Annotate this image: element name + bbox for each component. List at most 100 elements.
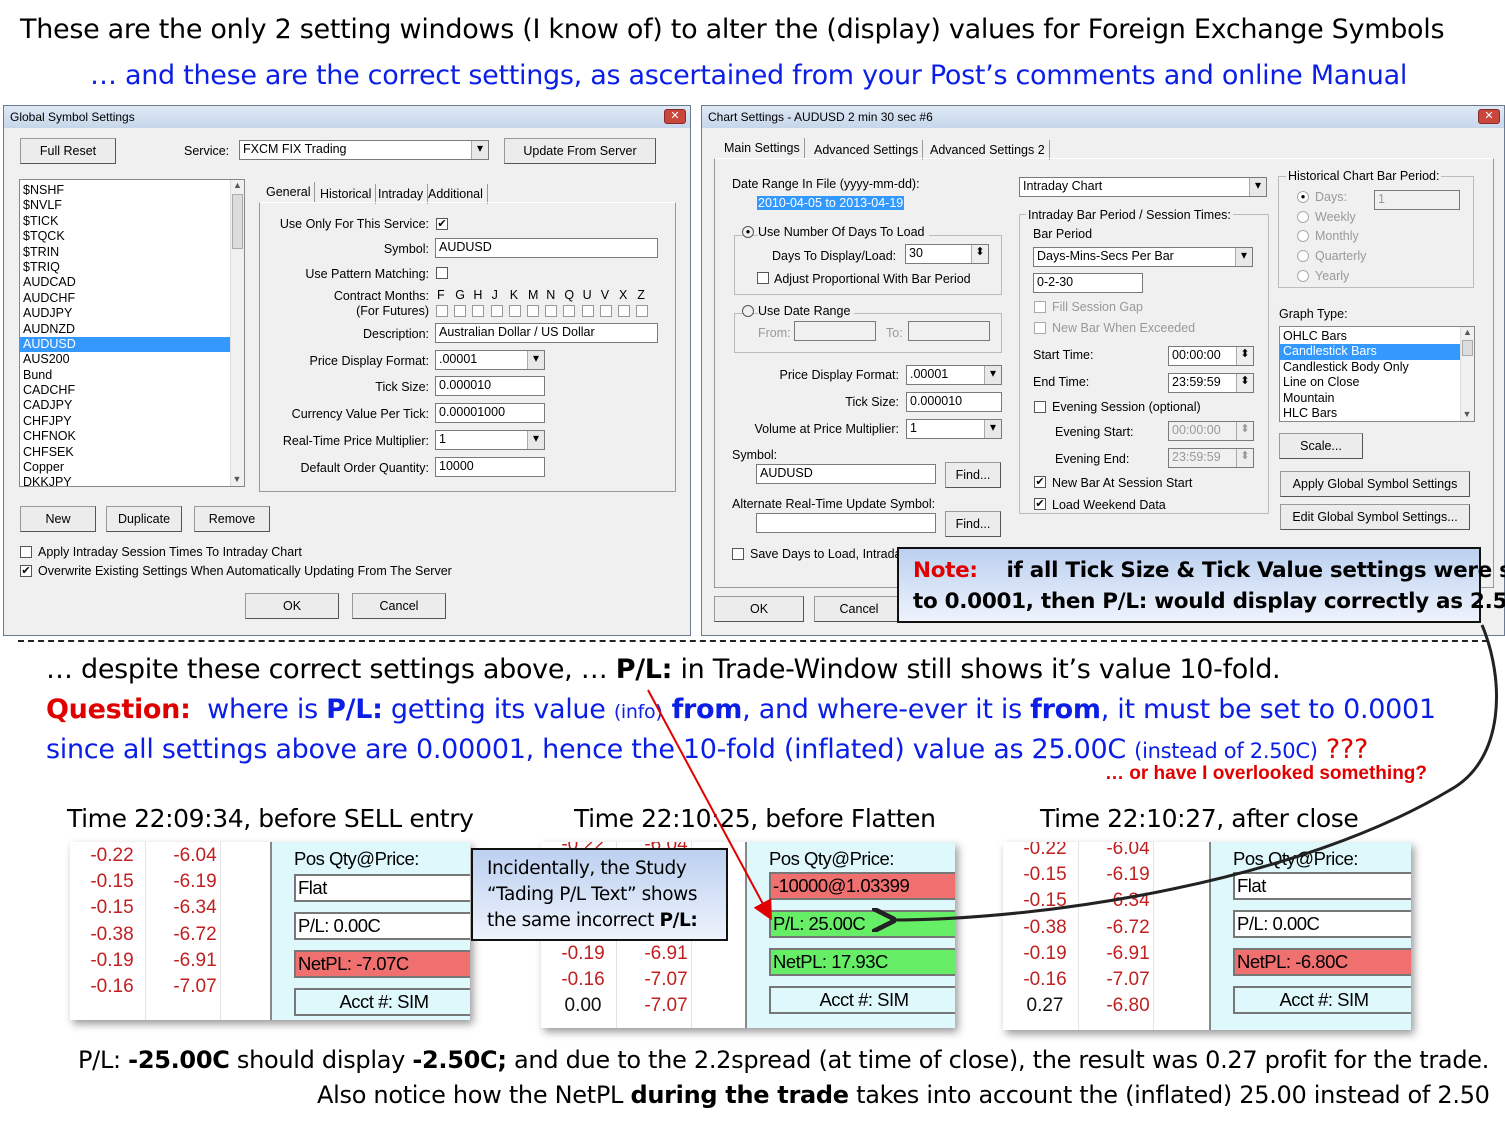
edit-global-button[interactable]: Edit Global Symbol Settings... [1280,504,1470,530]
load-weekend-checkbox[interactable]: ✔ [1034,498,1046,510]
duplicate-button[interactable]: Duplicate [106,506,182,532]
month-checkbox[interactable] [618,305,630,317]
graph-type-list[interactable]: OHLC Bars Candlestick Bars Candlestick Bod… [1279,326,1475,422]
cancel-button[interactable]: Cancel [814,596,904,622]
month-checkbox[interactable] [545,305,558,317]
tick-size-input[interactable]: 0.000010 [906,392,1002,412]
apply-global-button[interactable]: Apply Global Symbol Settings [1280,471,1470,497]
symbol-list-item[interactable]: CADJPY [23,398,73,413]
evening-checkbox[interactable] [1034,401,1046,413]
order-qty-input[interactable]: 10000 [435,457,545,477]
hist-radio[interactable] [1297,269,1309,282]
price-format-select[interactable]: .00001 [906,365,1002,385]
graph-type-item[interactable]: Mountain [1283,390,1335,405]
start-time-input[interactable]: 00:00:00 [1168,346,1254,366]
apply-intraday-checkbox[interactable] [20,546,32,558]
symbol-list-item[interactable]: AUDCHF [23,290,76,305]
pattern-checkbox[interactable] [436,267,448,279]
month-checkbox[interactable] [454,305,467,317]
scrollbar[interactable]: ▲ ▼ [1460,327,1474,421]
symbol-list-item[interactable]: Bund [23,367,53,382]
symbol-list-item[interactable]: CHFJPY [23,413,72,428]
symbol-list-item[interactable]: Copper [23,460,64,475]
month-checkbox[interactable] [599,305,612,317]
symbol-list-item[interactable]: AUDCAD [23,275,76,290]
chart-type-select[interactable]: Intraday Chart [1019,177,1267,197]
use-only-checkbox[interactable]: ✔ [436,218,448,230]
multiplier-select[interactable]: 1 [435,430,545,450]
month-checkbox[interactable] [581,305,594,317]
symbol-list-item[interactable]: DKKJPY [23,475,72,487]
close-icon[interactable]: ✕ [1478,109,1500,124]
tab-advanced-settings[interactable]: Advanced Settings [810,140,924,160]
alt-symbol-input[interactable] [756,513,936,533]
tab-advanced-settings-2[interactable]: Advanced Settings 2 [926,140,1050,160]
symbol-input[interactable]: AUDUSD [435,238,658,258]
service-select[interactable]: FXCM FIX Trading [239,140,489,160]
new-bar-exceeded-checkbox[interactable] [1034,322,1046,334]
find-symbol-button[interactable]: Find... [945,462,1001,488]
evening-start-input[interactable]: 00:00:00 [1168,421,1254,441]
symbol-list[interactable]: $NSHF $NVLF $TICK $TQCK $TRIN $TRIQ AUDCAD AUDC… [19,179,245,487]
month-checkbox[interactable] [472,305,485,317]
overwrite-checkbox[interactable]: ✔ [20,565,32,577]
scrollbar[interactable]: ▲ ▼ [230,180,244,486]
end-time-input[interactable]: 23:59:59 [1168,373,1254,393]
symbol-list-item[interactable]: CHFNOK [23,429,76,444]
new-button[interactable]: New [20,506,96,532]
tab-general[interactable]: General [262,182,316,202]
graph-type-item[interactable]: HLC Bars [1283,405,1338,420]
bar-period-input[interactable]: 0-2-30 [1033,273,1143,293]
description-input[interactable]: Australian Dollar / US Dollar [435,323,658,343]
symbol-list-item[interactable]: $TRIN [23,244,60,259]
symbol-list-item[interactable]: $NVLF [23,198,62,213]
adjust-checkbox[interactable] [757,272,769,284]
find-alt-symbol-button[interactable]: Find... [945,511,1001,537]
currency-value-input[interactable]: 0.00001000 [435,403,545,423]
hist-days-input[interactable]: 1 [1374,190,1460,210]
symbol-list-item[interactable]: AUDUSD [20,336,244,353]
days-input[interactable]: 30 [905,244,989,264]
use-date-range-radio[interactable] [742,305,754,317]
symbol-list-item[interactable]: $TRIQ [23,259,60,274]
symbol-list-item[interactable]: AUS200 [23,352,70,367]
graph-type-item[interactable]: Line on Close [1283,375,1360,390]
month-checkbox[interactable] [563,305,576,317]
ok-button[interactable]: OK [245,593,339,619]
hist-radio[interactable]: ● [1297,191,1309,203]
hist-radio[interactable] [1297,250,1309,263]
to-input[interactable] [908,321,990,341]
tab-additional[interactable]: Additional [424,184,488,204]
symbol-input[interactable]: AUDUSD [756,464,936,484]
use-days-radio[interactable]: ● [742,226,754,238]
remove-button[interactable]: Remove [194,506,270,532]
tick-size-input[interactable]: 0.000010 [435,376,545,396]
from-input[interactable] [794,321,876,341]
scale-button[interactable]: Scale... [1279,433,1363,459]
month-checkbox[interactable] [436,305,448,317]
bar-period-type-select[interactable]: Days-Mins-Secs Per Bar [1033,247,1253,267]
month-checkbox[interactable] [508,305,521,317]
month-checkbox[interactable] [527,305,539,317]
graph-type-item[interactable]: OHLC Bars [1283,329,1347,343]
vap-select[interactable]: 1 [906,419,1002,439]
close-icon[interactable]: ✕ [664,109,686,124]
symbol-list-item[interactable]: CADCHF [23,383,76,398]
tab-main-settings[interactable]: Main Settings [720,138,805,158]
graph-type-item[interactable]: Candlestick Bars [1280,344,1460,360]
symbol-list-item[interactable]: $TICK [23,213,59,228]
month-checkbox[interactable] [636,305,649,317]
update-from-server-button[interactable]: Update From Server [504,138,656,164]
cancel-button[interactable]: Cancel [352,593,446,619]
symbol-list-item[interactable]: $TQCK [23,229,65,244]
new-bar-session-checkbox[interactable]: ✔ [1034,476,1046,488]
month-checkbox[interactable] [490,305,503,317]
full-reset-button[interactable]: Full Reset [20,138,116,164]
hist-radio[interactable] [1297,230,1309,243]
symbol-list-item[interactable]: AUDNZD [23,321,76,336]
graph-type-item[interactable]: Candlestick Body Only [1283,359,1409,374]
date-range-value[interactable]: 2010-04-05 to 2013-04-19 [757,196,905,210]
symbol-list-item[interactable]: CHFSEK [23,444,74,459]
fill-gap-checkbox[interactable] [1034,301,1046,313]
tab-historical[interactable]: Historical [316,184,377,204]
